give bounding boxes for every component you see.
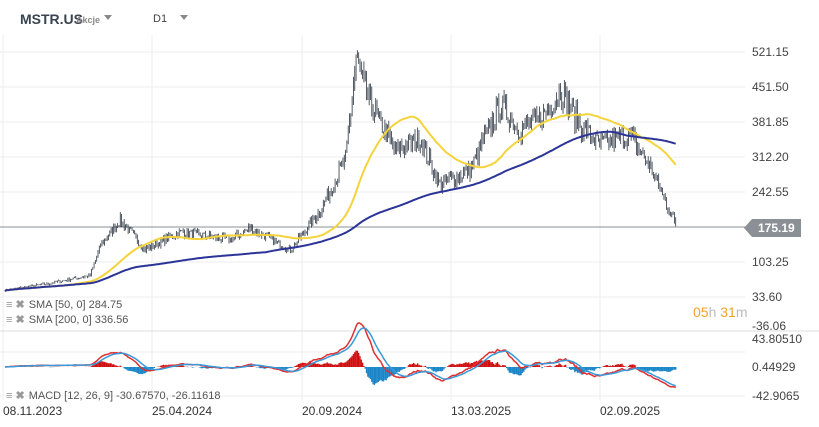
price-axis-label: -36.06 — [752, 319, 787, 333]
sma200-line — [4, 130, 676, 292]
date-axis-label: 13.03.2025 — [451, 404, 512, 418]
price-axis-label: 242.55 — [752, 185, 789, 199]
price-axis-label: 33.60 — [752, 290, 783, 304]
menu-icon: ≡ ✖ — [6, 314, 25, 326]
signal-line — [5, 327, 676, 387]
sma200-legend[interactable]: ≡ ✖ SMA [200, 0] 336.56 — [6, 314, 129, 326]
date-axis-label: 25.04.2024 — [152, 404, 213, 418]
price-axis-label: 103.25 — [752, 255, 789, 269]
macd-line — [4, 322, 676, 389]
macd-axis-label: -42.9065 — [752, 389, 800, 403]
price-axis-label: 521.15 — [752, 45, 789, 59]
price-axis-label: 451.50 — [752, 80, 789, 94]
date-axis-label: 08.11.2023 — [3, 404, 63, 418]
sma50-line — [4, 113, 677, 292]
symbol[interactable]: MSTR.US — [20, 11, 83, 27]
price-axis-label: 381.85 — [752, 115, 789, 129]
macd-axis-label: 43.80510 — [752, 332, 803, 346]
symbol-dropdown-icon[interactable] — [104, 15, 112, 20]
date-axis-label: 02.09.2025 — [600, 404, 661, 418]
macd-legend[interactable]: ≡ ✖ MACD [12, 26, 9] -30.67570, -26.11618 — [6, 390, 221, 402]
current-price-label: 175.19 — [744, 219, 801, 237]
menu-icon: ≡ ✖ — [6, 299, 25, 311]
timeframe-select[interactable]: D1 — [153, 13, 168, 25]
price-axis-label: 312.20 — [752, 150, 789, 164]
timeframe-dropdown-icon[interactable] — [180, 15, 188, 20]
macd-axis-label: 0.44929 — [752, 360, 796, 374]
asset-type: Akcje — [76, 15, 101, 25]
sma50-legend[interactable]: ≡ ✖ SMA [50, 0] 284.75 — [6, 299, 123, 311]
candle-timer: 05h 31m — [693, 304, 748, 320]
menu-icon: ≡ ✖ — [6, 390, 25, 402]
date-axis-label: 20.09.2024 — [302, 404, 363, 418]
